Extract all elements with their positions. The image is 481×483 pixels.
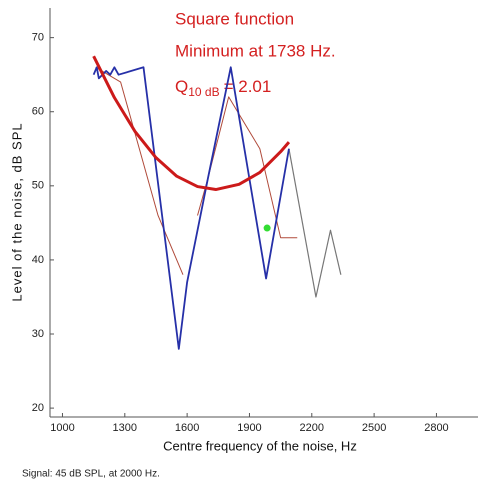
y-tick-label: 40 xyxy=(32,254,44,266)
q-text: = 2.01 xyxy=(224,77,272,96)
x-tick-label: 2500 xyxy=(362,422,386,434)
x-tick-label: 1900 xyxy=(237,422,261,434)
x-tick-label: 2200 xyxy=(300,422,324,434)
q-subscript: 10 dB xyxy=(188,85,219,99)
x-axis-label: Centre frequency of the noise, Hz xyxy=(163,438,357,453)
data-line xyxy=(92,55,291,192)
footer: Signal: 45 dB SPL, at 2000 Hz. xyxy=(22,469,160,480)
q-annotation: Q10 dB = 2.01 xyxy=(175,77,271,99)
x-tick-label: 1600 xyxy=(175,422,199,434)
data-point xyxy=(263,224,271,232)
y-axis-label: Level of the noise, dB SPL xyxy=(9,122,24,301)
data-line xyxy=(92,66,290,350)
annotation: Square function xyxy=(175,9,294,28)
data-line xyxy=(288,148,342,298)
y-tick-label: 20 xyxy=(32,402,44,414)
x-tick-label: 1300 xyxy=(113,422,137,434)
q-symbol: Q xyxy=(175,77,188,96)
annotation: Minimum at 1738 Hz. xyxy=(175,41,336,60)
y-tick-label: 50 xyxy=(32,180,44,192)
y-tick-label: 70 xyxy=(32,32,44,44)
y-tick-label: 60 xyxy=(32,106,44,118)
x-tick-label: 1000 xyxy=(50,422,74,434)
y-tick-label: 30 xyxy=(32,328,44,340)
x-tick-label: 2800 xyxy=(424,422,448,434)
